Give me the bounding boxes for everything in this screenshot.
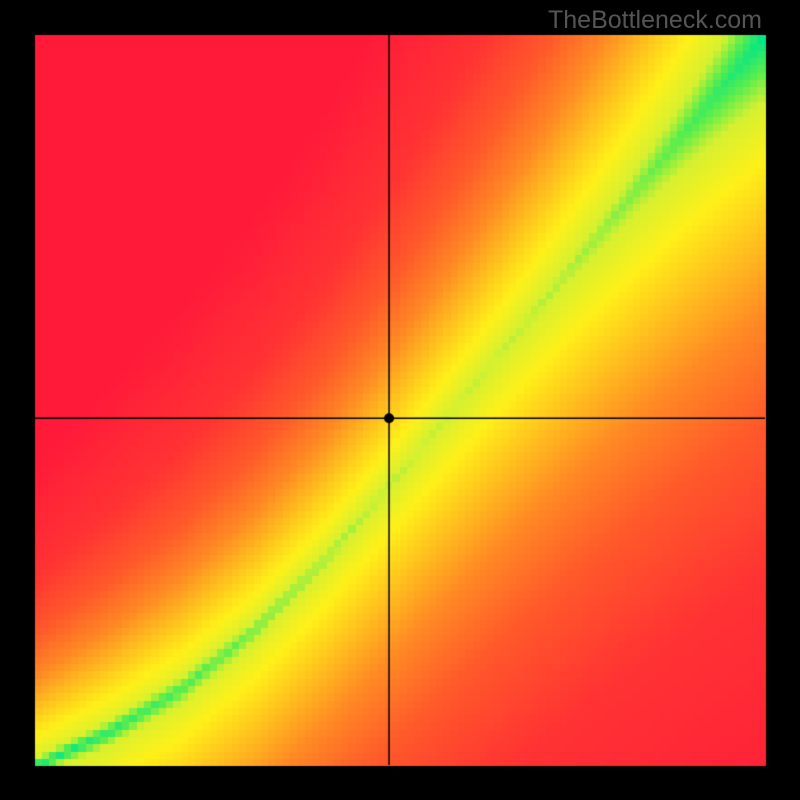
bottleneck-heatmap [0,0,800,800]
chart-container: TheBottleneck.com [0,0,800,800]
watermark-label: TheBottleneck.com [548,6,762,35]
